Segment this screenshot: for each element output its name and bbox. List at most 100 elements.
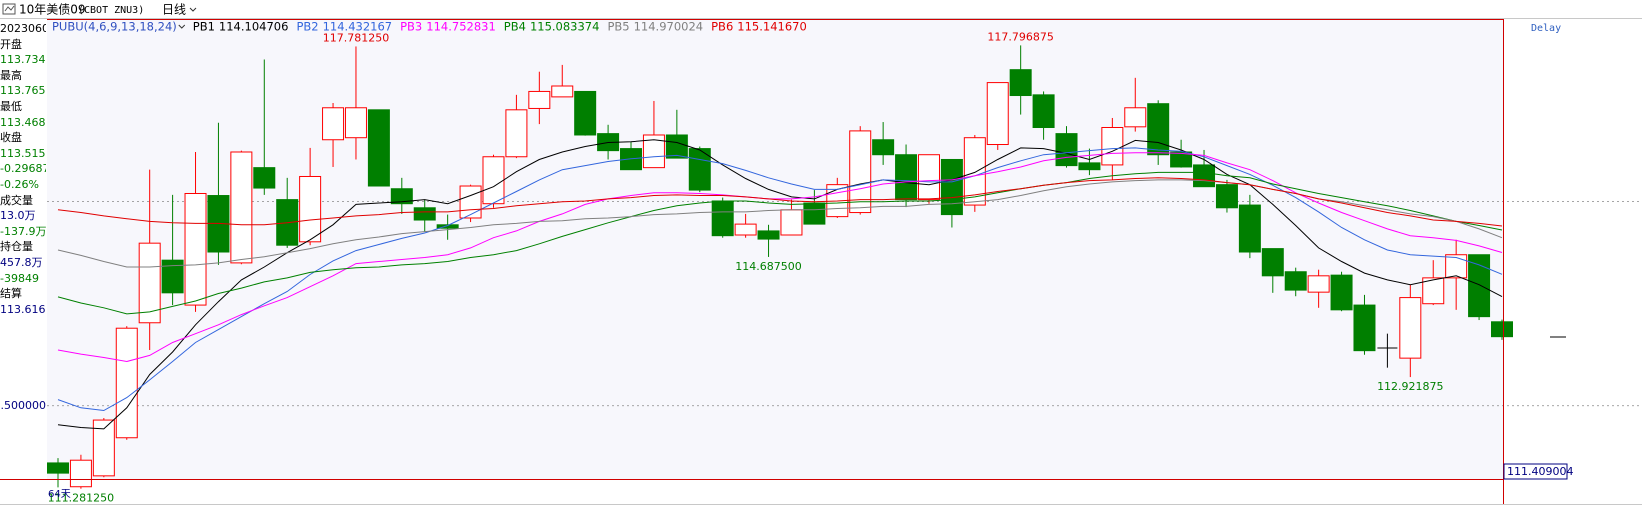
info-value: 113.4687: [0, 115, 46, 129]
candle: [299, 147, 322, 246]
candle-body: [757, 230, 780, 240]
candle-body: [940, 158, 963, 216]
candle: [1330, 271, 1353, 312]
candle-body: [642, 134, 665, 169]
candle: [711, 197, 734, 238]
toolbar: 10年美债09 (CBOT ZNU3) 日线: [2, 3, 197, 17]
candle: [322, 103, 345, 167]
candle: [1445, 239, 1468, 310]
candle-body: [1193, 164, 1216, 188]
info-panel: 20230605 开盘 113.7343最高 113.7656最低 113.4687 收盘…: [0, 21, 46, 321]
legend-value: 114.970024: [634, 20, 704, 34]
candle-body: [92, 419, 115, 477]
indicator-name: PUBU(4,6,9,13,18,24): [52, 20, 177, 34]
candle-body: [1284, 271, 1307, 291]
axis-area: [1503, 19, 1642, 479]
high-label: 117.781250: [323, 31, 389, 44]
candle-body: [1147, 103, 1170, 156]
period-dropdown-arrow[interactable]: [189, 7, 197, 12]
info-value: 113.6162: [0, 302, 46, 316]
candle: [986, 82, 1009, 150]
candle-body: [1124, 107, 1147, 128]
candle-body: [436, 224, 459, 229]
candle-body: [344, 107, 367, 139]
legend-value: 114.104706: [219, 20, 289, 34]
candle: [344, 46, 367, 160]
candle-body: [917, 154, 940, 201]
candle: [803, 190, 826, 225]
candle-body: [1032, 94, 1055, 128]
candle: [757, 224, 780, 257]
period-selector[interactable]: 日线: [162, 3, 186, 17]
candle-body: [69, 459, 92, 488]
symbol-title[interactable]: 10年美债09: [19, 3, 86, 17]
candle: [1468, 254, 1491, 321]
candle-body: [299, 175, 322, 243]
candle-body: [138, 242, 161, 324]
info-value: 113.7343: [0, 53, 46, 67]
candle: [92, 418, 115, 478]
candle: [436, 214, 459, 240]
indicator-dropdown[interactable]: [178, 24, 186, 29]
candle: [1307, 269, 1330, 308]
candle-body: [1491, 321, 1513, 338]
legend-name: PB5: [607, 20, 629, 34]
candle: [459, 184, 482, 223]
info-label: 最低: [0, 99, 22, 113]
candle: [184, 151, 207, 312]
legend-value: 115.141670: [737, 20, 807, 34]
candle: [138, 169, 161, 350]
candle-body: [1215, 184, 1238, 209]
candle: [963, 134, 986, 212]
info-value: 457.8万: [0, 255, 43, 269]
indicator-line: [57, 139, 1503, 430]
candle-body: [1055, 133, 1078, 167]
candle-body: [1307, 275, 1330, 293]
candle-body: [1468, 254, 1491, 318]
candle-body: [161, 259, 184, 294]
legend-name: PB3: [400, 20, 422, 34]
indicator-line: [57, 171, 1503, 315]
candle: [917, 154, 940, 204]
candle: [69, 454, 92, 489]
info-value: -137.9万: [0, 224, 46, 238]
candle: [1032, 91, 1055, 140]
candle: [1078, 148, 1101, 176]
low-label: 114.687500: [735, 260, 801, 273]
plot-area: [47, 19, 1503, 479]
candle: [528, 71, 551, 125]
axis-value: 111.409004: [1507, 465, 1573, 478]
candle-body: [1170, 151, 1193, 168]
candle-body: [1422, 277, 1445, 305]
candle: [895, 144, 918, 208]
high-label: 117.796875: [987, 30, 1053, 43]
candle: [940, 158, 963, 228]
indicator-line: [57, 152, 1503, 363]
candle: [1284, 267, 1307, 297]
candle-body: [1238, 204, 1261, 253]
candle-body: [1445, 254, 1468, 279]
candle-body: [551, 85, 574, 98]
candle: [574, 90, 597, 136]
candle-body: [482, 156, 505, 205]
candle: [1215, 179, 1238, 213]
info-value: 13.0万: [0, 209, 36, 223]
info-label: 成交量: [0, 193, 33, 207]
candle-body: [1330, 274, 1353, 311]
info-label: 收盘: [0, 131, 22, 145]
candle-body: [1261, 248, 1284, 277]
symbol-icon-line: [4, 5, 15, 12]
candle: [1055, 126, 1078, 168]
candle-body: [963, 137, 986, 206]
symbol-icon[interactable]: [2, 3, 16, 15]
info-value: -0.26%: [0, 177, 39, 191]
candle-body: [872, 139, 895, 156]
candle-body: [986, 82, 1009, 146]
candle-body: [849, 130, 872, 214]
candle-body: [1009, 69, 1032, 97]
candle: [115, 326, 138, 440]
candle-body: [184, 192, 207, 306]
info-value: 113.5156: [0, 146, 46, 160]
